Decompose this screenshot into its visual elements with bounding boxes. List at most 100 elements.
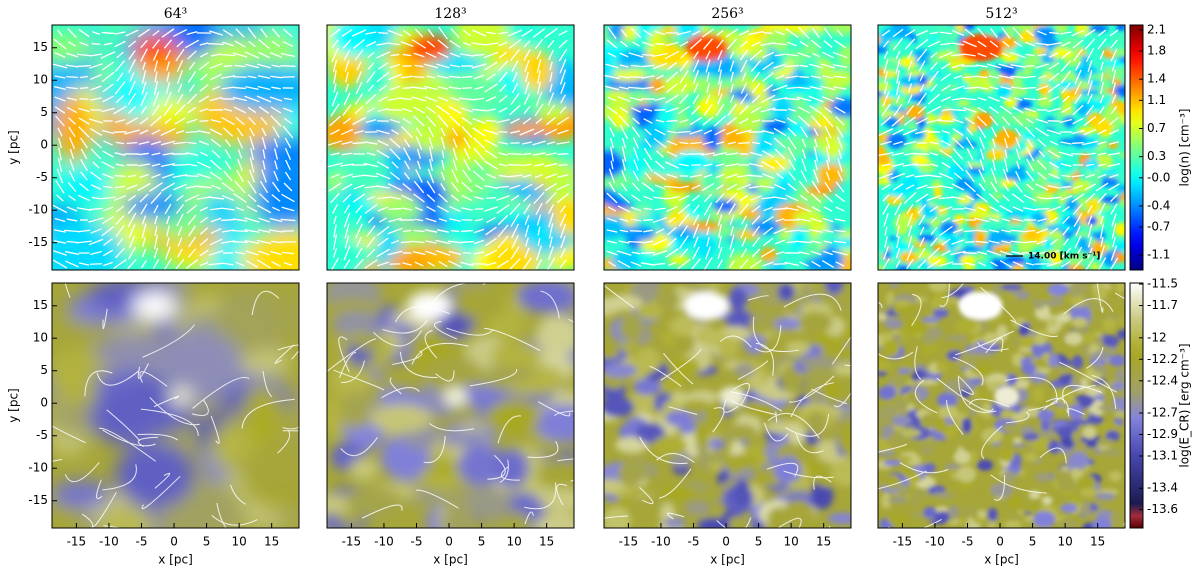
- velocity-arrow: [463, 137, 471, 149]
- velocity-arrow: [375, 51, 391, 59]
- velocity-arrow: [1097, 29, 1107, 37]
- velocity-arrow: [78, 107, 90, 113]
- field-blob: [824, 283, 844, 295]
- velocity-arrow: [1035, 118, 1049, 124]
- velocity-arrow: [1097, 173, 1107, 179]
- field-blob: [1117, 329, 1125, 340]
- velocity-arrow: [1012, 206, 1024, 212]
- velocity-arrow: [389, 147, 401, 161]
- velocity-arrow: [679, 60, 689, 72]
- velocity-arrow: [812, 28, 820, 38]
- field-blob: [887, 513, 909, 526]
- velocity-arrow: [1071, 29, 1085, 37]
- streamline: [993, 475, 1006, 501]
- streamline: [327, 338, 376, 372]
- field-blob: [684, 500, 712, 516]
- streamline: [140, 408, 199, 436]
- velocity-arrow: [619, 86, 629, 90]
- velocity-arrow: [917, 92, 927, 106]
- velocity-arrow: [559, 259, 567, 269]
- streamline: [955, 330, 1014, 356]
- velocity-arrow: [441, 160, 445, 170]
- velocity-arrow: [185, 259, 199, 269]
- velocity-arrow: [1084, 29, 1096, 37]
- velocity-arrow: [774, 53, 786, 57]
- velocity-arrow: [221, 182, 235, 192]
- field-blob: [777, 283, 796, 302]
- streamline: [795, 433, 824, 454]
- velocity-arrow: [549, 72, 553, 82]
- streamline: [1066, 408, 1085, 415]
- velocity-arrow: [340, 173, 354, 179]
- field-blob: [1079, 487, 1099, 498]
- velocity-arrow: [726, 192, 738, 204]
- velocity-arrow: [654, 30, 666, 36]
- field-blob: [1106, 65, 1125, 80]
- field-blob: [671, 315, 697, 336]
- velocity-arrow: [761, 248, 775, 258]
- field-blob: [824, 135, 843, 160]
- velocity-arrow: [511, 234, 519, 250]
- streamline: [277, 344, 299, 351]
- velocity-arrow: [1025, 146, 1035, 162]
- field-blob: [1108, 354, 1125, 367]
- velocity-arrow: [608, 181, 616, 193]
- velocity-arrow: [1046, 196, 1062, 200]
- velocity-arrow: [355, 204, 363, 214]
- velocity-arrow: [726, 128, 738, 136]
- colorbar-label: log(n) [cm⁻³]: [1178, 109, 1192, 187]
- streamline: [941, 283, 965, 299]
- field-blob: [668, 254, 690, 265]
- velocity-arrow: [164, 203, 172, 215]
- field-blob: [801, 356, 837, 371]
- velocity-arrow: [234, 40, 246, 48]
- velocity-arrow: [127, 203, 137, 215]
- velocity-arrow: [739, 117, 749, 125]
- velocity-arrow: [1062, 205, 1070, 213]
- velocity-arrow: [558, 39, 568, 49]
- velocity-arrow: [172, 28, 188, 38]
- streamline: [783, 470, 834, 479]
- velocity-arrow: [256, 259, 272, 269]
- velocity-arrow: [450, 181, 460, 193]
- velocity-arrow: [717, 60, 723, 72]
- streamline: [1028, 401, 1058, 412]
- velocity-arrow: [951, 42, 965, 46]
- field-blob: [1034, 332, 1047, 346]
- velocity-arrow: [88, 217, 104, 223]
- velocity-arrow: [188, 236, 196, 248]
- velocity-arrow: [976, 193, 988, 203]
- velocity-arrow: [691, 184, 701, 190]
- velocity-arrow: [498, 71, 508, 83]
- velocity-arrow: [497, 235, 509, 249]
- velocity-arrow: [437, 114, 449, 128]
- velocity-arrow: [652, 216, 668, 224]
- velocity-arrow: [1073, 246, 1083, 260]
- velocity-arrow: [187, 106, 197, 114]
- velocity-arrow: [692, 194, 700, 202]
- velocity-arrow: [1072, 117, 1084, 125]
- field-blob: [358, 119, 401, 139]
- velocity-arrow: [618, 115, 630, 127]
- velocity-arrow: [1002, 182, 1010, 192]
- velocity-arrow: [761, 51, 775, 59]
- streamline: [497, 415, 522, 444]
- velocity-arrow: [1062, 238, 1070, 246]
- streamline: [381, 387, 420, 399]
- field-blob: [829, 237, 851, 249]
- velocity-arrow: [837, 158, 843, 172]
- field-blob: [604, 363, 637, 378]
- velocity-arrow: [332, 204, 338, 214]
- velocity-arrow: [895, 58, 901, 74]
- velocity-arrow: [452, 138, 458, 148]
- velocity-arrow: [154, 215, 158, 225]
- velocity-arrow: [752, 237, 760, 247]
- velocity-arrow: [951, 53, 965, 57]
- velocity-arrow: [607, 206, 617, 212]
- field-blob: [1112, 298, 1125, 308]
- streamline: [435, 370, 455, 382]
- velocity-arrow: [423, 63, 439, 69]
- streamline: [524, 511, 534, 525]
- velocity-arrow: [173, 183, 187, 191]
- field-blob: [1068, 283, 1089, 296]
